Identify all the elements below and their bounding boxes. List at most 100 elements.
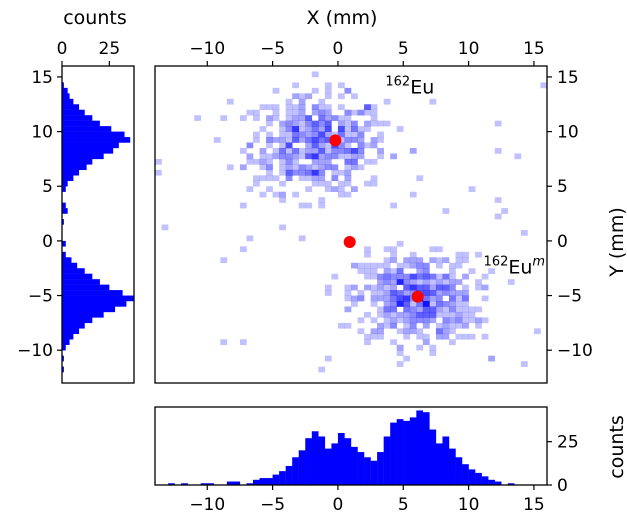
heatmap-cell	[272, 147, 280, 154]
heatmap-cell	[403, 306, 411, 313]
heatmap-cell	[370, 120, 378, 127]
heatmap-cell	[364, 142, 371, 149]
heatmap-cell	[324, 93, 332, 100]
heatmap-cell	[449, 290, 456, 296]
heatmap-cell	[285, 109, 293, 116]
heatmap-cell	[311, 120, 319, 127]
heatmap-cell	[305, 186, 313, 193]
heatmap-cell	[279, 137, 286, 143]
heatmap-cell	[272, 104, 280, 111]
heatmap-cell	[377, 333, 384, 340]
bottom-hist-bar	[416, 410, 424, 485]
heatmap-cell	[311, 137, 319, 143]
heatmap-cell	[246, 109, 254, 116]
heatmap-cell	[266, 158, 273, 165]
left-hist-bar	[62, 301, 127, 307]
heatmap-cell	[429, 311, 437, 318]
heatmap-cell	[383, 120, 391, 127]
bottom-hist-bar	[449, 448, 456, 485]
heatmap-cell	[396, 126, 404, 132]
x-tick-label: −5	[260, 39, 285, 59]
bottom-hist-bar	[390, 422, 397, 485]
heatmap-cell	[272, 191, 280, 198]
heatmap-cell	[318, 147, 326, 154]
heatmap-cell	[311, 126, 319, 132]
heatmap-cell	[344, 153, 352, 160]
heatmap-cell	[455, 317, 463, 324]
heatmap-cell	[383, 273, 391, 280]
heatmap-cell	[377, 295, 384, 302]
bottom-hist-bar	[455, 457, 463, 485]
left-hist-bar	[62, 219, 64, 225]
heatmap-cell	[370, 301, 378, 307]
heatmap-cell	[403, 322, 411, 329]
heatmap-cell	[409, 273, 417, 280]
left-hist-bar	[62, 311, 104, 318]
heatmap-cell	[344, 87, 352, 94]
heatmap-cell	[396, 273, 404, 280]
heatmap-cell	[481, 333, 489, 340]
heatmap-cell	[324, 186, 332, 193]
heatmap-cell	[494, 120, 502, 127]
heatmap-cell	[344, 290, 352, 296]
heatmap-cell	[337, 137, 345, 143]
bottom-hist-bar	[468, 469, 476, 485]
heatmap-cell	[272, 137, 280, 143]
heatmap-cell	[239, 164, 247, 171]
heatmap-cell	[331, 169, 339, 176]
isotope-symbol: Eu	[410, 76, 434, 98]
heatmap-cell	[266, 131, 273, 138]
heatmap-cell	[357, 268, 365, 274]
heatmap-cell	[318, 120, 326, 127]
heatmap-cell	[318, 180, 326, 187]
heatmap-cell	[409, 328, 417, 335]
heatmap-cell	[377, 120, 384, 127]
heatmap-cell	[285, 98, 293, 105]
x-tick-label: 15	[523, 39, 545, 59]
heatmap-cell	[435, 290, 443, 296]
heatmap-cell	[409, 251, 417, 258]
heatmap-cell	[311, 104, 319, 111]
heatmap-cell	[533, 328, 541, 335]
heatmap-cell	[383, 311, 391, 318]
isotope-label: 162Eum	[484, 255, 546, 279]
heatmap-cell	[416, 175, 424, 182]
heatmap-cell	[344, 175, 352, 182]
heatmap-cell	[409, 147, 417, 154]
heatmap-cell	[429, 273, 437, 280]
heatmap-cell	[324, 82, 332, 89]
heatmap-cell	[344, 322, 352, 329]
heatmap-cell	[279, 164, 286, 171]
heatmap-cell	[305, 147, 313, 154]
heatmap-cell	[344, 158, 352, 165]
heatmap-cell	[370, 268, 378, 274]
left-hist-bar	[62, 120, 100, 127]
heatmap-cell	[246, 153, 254, 160]
bottom-hist-bar	[396, 419, 404, 485]
left-y-tick-label: −5	[28, 287, 53, 307]
bottom-hist-bar	[279, 471, 286, 485]
heatmap-cell	[285, 147, 293, 154]
heatmap-cell	[311, 131, 319, 138]
left-hist-bar	[62, 87, 68, 94]
bottom-hist-bar	[475, 472, 482, 485]
heatmap-cell	[364, 311, 371, 318]
bottom-hist-bar	[311, 431, 319, 485]
heatmap-cell	[442, 306, 450, 313]
left-hist-bar	[62, 180, 68, 187]
heatmap-cell	[390, 322, 398, 329]
left-hist-bar	[62, 355, 64, 362]
heatmap-cell	[337, 131, 345, 138]
heatmap-cell	[383, 317, 391, 324]
heatmap-cell	[390, 339, 398, 346]
heatmap-cell	[364, 246, 371, 253]
heatmap-cell	[462, 311, 469, 318]
heatmap-cell	[383, 284, 391, 291]
heatmap-cell	[416, 328, 424, 335]
heatmap-cell	[462, 333, 469, 340]
heatmap-cell	[351, 109, 358, 116]
heatmap-cell	[435, 246, 443, 253]
heatmap-cell	[285, 131, 293, 138]
heatmap-cell	[377, 322, 384, 329]
heatmap-cell	[305, 115, 313, 121]
